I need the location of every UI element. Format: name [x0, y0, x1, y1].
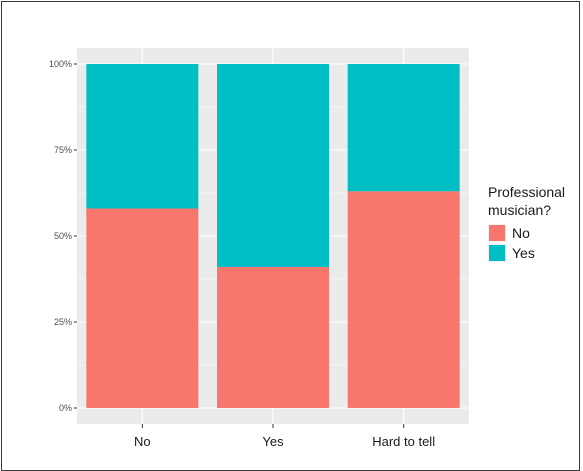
- legend-swatch: [489, 245, 505, 261]
- x-axis: No Yes Hard to tell: [134, 424, 435, 449]
- x-tick-label: Hard to tell: [372, 434, 435, 449]
- bar-segment: [86, 208, 199, 408]
- y-tick-label: 25%: [54, 317, 72, 327]
- bar-segment: [347, 64, 460, 192]
- y-tick-label: 0%: [59, 403, 72, 413]
- x-tick-label: No: [134, 434, 151, 449]
- legend-swatch: [489, 225, 505, 241]
- x-tick-label: Yes: [262, 434, 284, 449]
- legend-items: No Yes: [488, 224, 535, 262]
- bar-segment: [217, 64, 329, 267]
- legend-label: No: [512, 225, 530, 241]
- bars: [86, 64, 460, 408]
- y-axis: 0% 25% 50% 75% 100%: [49, 59, 77, 413]
- bar-segment: [86, 64, 199, 209]
- y-tick-label: 100%: [49, 59, 72, 69]
- bar-segment: [347, 191, 460, 408]
- legend: Professional musician? No Yes: [488, 184, 565, 262]
- legend-label: Yes: [512, 245, 535, 261]
- legend-title-line2: musician?: [488, 202, 551, 218]
- y-tick-label: 50%: [54, 231, 72, 241]
- y-tick-label: 75%: [54, 145, 72, 155]
- legend-title-line1: Professional: [488, 184, 565, 200]
- bar-segment: [217, 266, 329, 408]
